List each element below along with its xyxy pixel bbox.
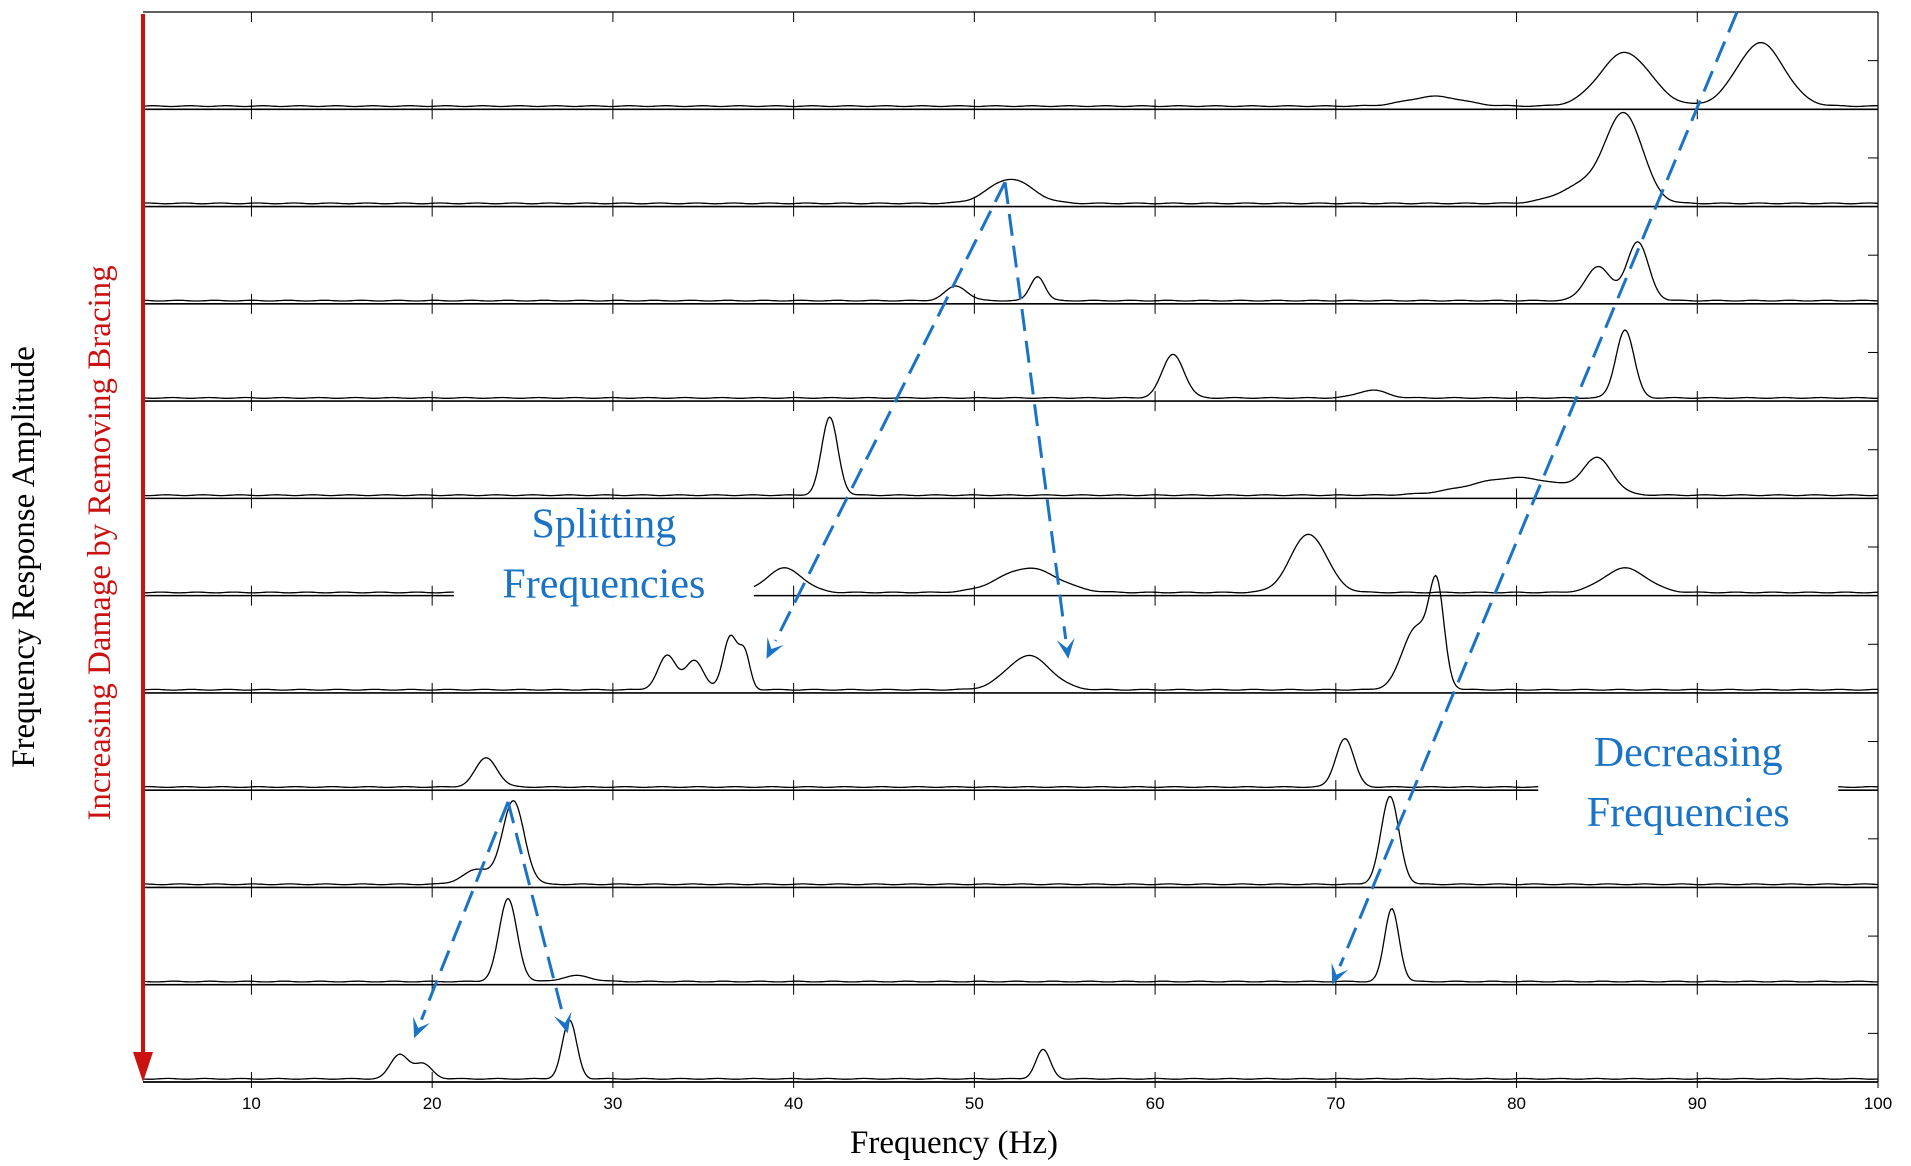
arrow-head bbox=[1331, 962, 1349, 985]
arrow-head bbox=[554, 1011, 572, 1034]
x-tick-label: 60 bbox=[1146, 1094, 1165, 1113]
x-axis-label: Frequency (Hz) bbox=[850, 1125, 1058, 1161]
arrow-head bbox=[413, 1016, 430, 1039]
x-tick-label: 10 bbox=[242, 1094, 261, 1113]
x-tick-label: 90 bbox=[1688, 1094, 1707, 1113]
trace-line bbox=[142, 111, 1879, 205]
annotation-bg bbox=[1538, 728, 1839, 835]
annotation-text: Decreasing bbox=[1594, 730, 1783, 776]
trace-line bbox=[142, 41, 1879, 108]
damage-label: Increasing Damage by Removing Bracing bbox=[82, 265, 118, 820]
annotation-text: Splitting bbox=[532, 502, 677, 548]
trace-line bbox=[142, 533, 1879, 594]
annotation-text: Frequencies bbox=[502, 562, 705, 608]
dashed-arrow-line bbox=[774, 181, 1007, 642]
trace-line bbox=[142, 898, 1878, 983]
arrow-head bbox=[766, 636, 784, 659]
trace-line bbox=[142, 329, 1878, 399]
trace-line bbox=[142, 1019, 1879, 1080]
response-traces bbox=[142, 41, 1879, 1083]
x-tick-label: 100 bbox=[1864, 1094, 1892, 1113]
dashed-arrow-line bbox=[1003, 182, 1068, 640]
annotation-arrows bbox=[413, 11, 1739, 1039]
damage-arrow bbox=[133, 14, 153, 1082]
dashed-arrow-line bbox=[420, 801, 510, 1021]
x-tick-label: 50 bbox=[965, 1094, 984, 1113]
annotation-labels: Splitting Frequencies Decreasing Frequencie… bbox=[453, 499, 1839, 836]
annotation-text: Frequencies bbox=[1587, 790, 1790, 836]
arrow-head bbox=[1056, 637, 1075, 659]
x-tick-label: 70 bbox=[1326, 1094, 1345, 1113]
annotation-bg bbox=[453, 499, 754, 606]
x-tick-label: 20 bbox=[423, 1094, 442, 1113]
trace-line bbox=[142, 416, 1879, 497]
x-tick-label: 40 bbox=[784, 1094, 803, 1113]
trace-line bbox=[143, 241, 1879, 302]
dashed-arrow-line bbox=[506, 801, 565, 1015]
dashed-arrow-line bbox=[1338, 11, 1739, 967]
top-tick-marks bbox=[143, 11, 1879, 1082]
x-tick-label: 30 bbox=[603, 1094, 622, 1113]
trace-line bbox=[142, 574, 1878, 691]
trace-line bbox=[143, 795, 1878, 886]
y-axis-label: Frequency Response Amplitude bbox=[6, 346, 42, 768]
x-tick-label: 80 bbox=[1507, 1094, 1526, 1113]
x-axis: 10 20 30 40 50 60 70 80 90 100 bbox=[143, 1081, 1892, 1113]
